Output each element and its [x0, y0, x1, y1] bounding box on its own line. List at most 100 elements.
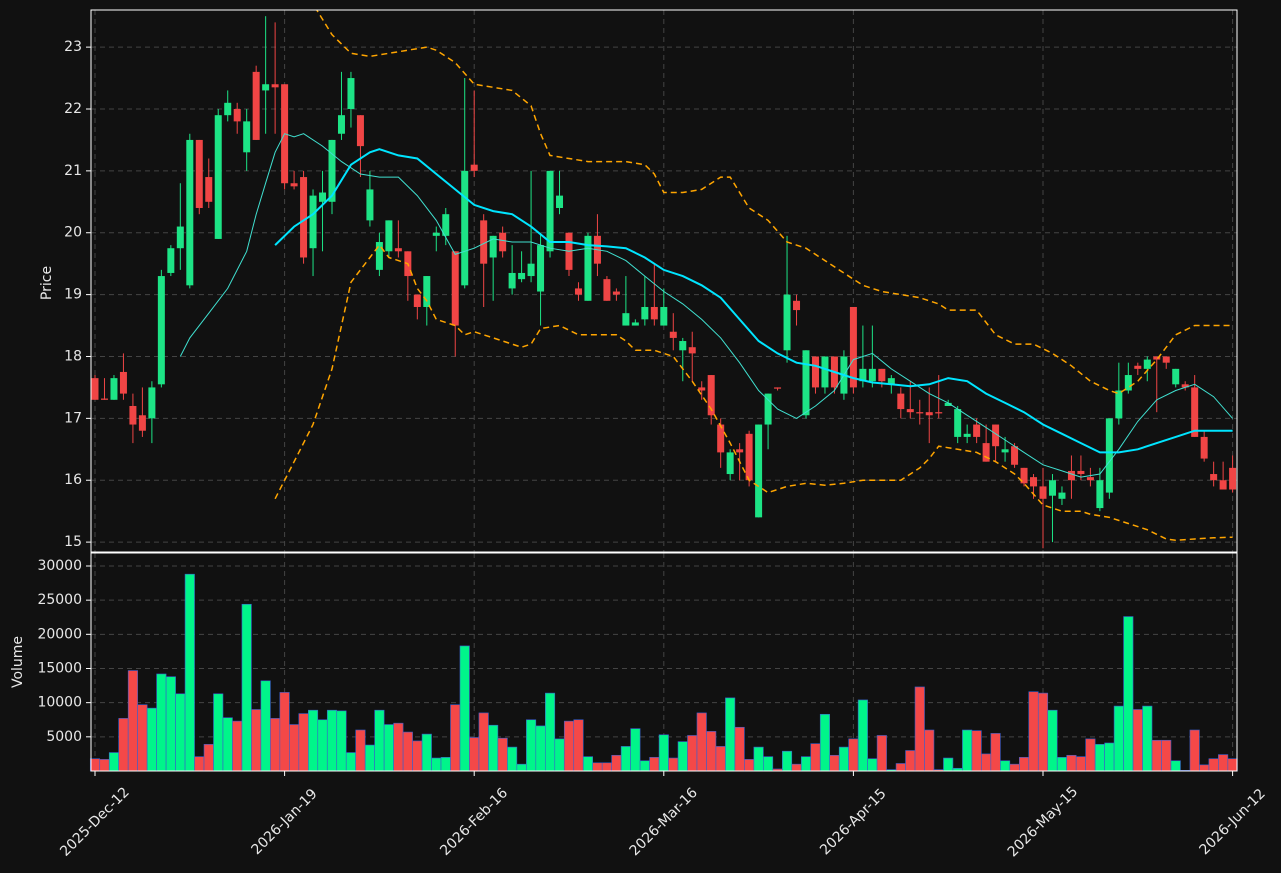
volume-bar: [469, 737, 480, 772]
candle-body: [1181, 384, 1189, 388]
candle-body: [736, 449, 744, 453]
volume-bar: [203, 744, 214, 772]
volume-bar: [544, 692, 556, 772]
candle-body: [556, 195, 564, 208]
volume-bar: [184, 573, 195, 772]
candle-body: [944, 402, 952, 406]
candle-body: [290, 183, 298, 187]
candle-body: [868, 368, 876, 382]
candle-body: [1191, 387, 1199, 437]
candle-body: [119, 371, 127, 394]
volume-bar: [753, 746, 764, 772]
y-tick-label: 15: [64, 534, 82, 550]
volume-bar: [687, 735, 698, 772]
indicator-line: [274, 243, 1233, 541]
candle-body: [262, 84, 270, 91]
volume-bar: [1189, 729, 1200, 772]
candle-body: [793, 300, 801, 311]
volume-bar: [677, 741, 688, 772]
candle-body: [1200, 436, 1208, 459]
volume-bar: [876, 735, 887, 772]
candle-body: [1143, 359, 1151, 369]
volume-bar: [478, 712, 489, 772]
candle-body: [726, 452, 734, 475]
volume-bar: [962, 729, 973, 772]
candle-body: [366, 189, 374, 221]
candle-body: [480, 220, 488, 264]
candle-body: [537, 245, 545, 292]
volume-bar: [251, 709, 262, 772]
volume-bar: [1199, 764, 1210, 772]
y-tick-label: 25000: [37, 592, 82, 608]
candle-body: [878, 368, 886, 382]
volume-panel: [89, 553, 1238, 772]
volume-bar: [1113, 705, 1124, 772]
candle-body: [413, 294, 421, 307]
volume-bar: [800, 756, 812, 772]
volume-bar: [336, 710, 347, 772]
volume-bar: [658, 734, 669, 772]
volume-bar: [810, 743, 821, 772]
candle-body: [821, 356, 829, 388]
candle-body: [859, 368, 867, 382]
candle-body: [518, 272, 526, 280]
volume-bar: [867, 758, 878, 772]
candle-body: [186, 139, 194, 286]
candle-body: [935, 412, 943, 414]
volume-bar: [355, 729, 366, 772]
volume-bar: [1170, 760, 1181, 772]
indicator-line: [315, 10, 1233, 395]
volume-bar: [241, 603, 252, 772]
candle-body: [110, 378, 118, 400]
volume-bar: [668, 757, 679, 772]
y-axis-label: Price: [39, 266, 55, 300]
y-tick-label: 20: [64, 225, 82, 241]
volume-bar: [232, 720, 243, 772]
candle-body: [138, 415, 146, 431]
candle-body: [755, 424, 763, 518]
volume-bar: [526, 719, 537, 772]
volume-bar: [611, 754, 622, 772]
candle-body: [887, 378, 895, 385]
candle-body: [1096, 480, 1104, 509]
candle-body: [176, 226, 184, 249]
volume-bar: [298, 713, 309, 772]
volume-bar: [601, 762, 612, 772]
candle-body: [963, 433, 971, 437]
candle-body: [195, 139, 203, 208]
volume-bar: [819, 713, 830, 772]
candle-body: [91, 378, 99, 400]
volume-bar: [260, 680, 271, 772]
candle-body: [300, 177, 308, 258]
volume-bar: [696, 712, 707, 772]
candle-body: [1229, 467, 1237, 490]
indicator-line: [274, 148, 1233, 454]
candle-body: [1124, 375, 1132, 391]
volume-bar: [326, 709, 338, 772]
candle-body: [470, 164, 478, 171]
candle-body: [1077, 470, 1085, 475]
volume-bar: [1056, 757, 1067, 772]
volume-bar: [194, 756, 205, 772]
candle-body: [309, 195, 317, 249]
candle-body: [774, 387, 782, 389]
candle-body: [574, 288, 582, 295]
volume-bar: [421, 733, 432, 772]
candle-body: [385, 220, 393, 252]
volume-bar: [89, 758, 101, 772]
candle-body: [375, 242, 383, 270]
candle-body: [1086, 477, 1094, 481]
volume-bar: [431, 757, 442, 772]
candle-body: [243, 121, 251, 153]
candle-body: [783, 294, 791, 351]
candle-body: [489, 235, 497, 258]
candle-body: [802, 350, 810, 416]
candle-body: [499, 232, 507, 252]
candle-body: [916, 412, 924, 414]
indicator-line: [179, 133, 1233, 478]
candle-body: [233, 108, 241, 122]
volume-bar: [516, 763, 527, 772]
candle-body: [328, 139, 336, 202]
volume-bar: [1161, 739, 1172, 772]
